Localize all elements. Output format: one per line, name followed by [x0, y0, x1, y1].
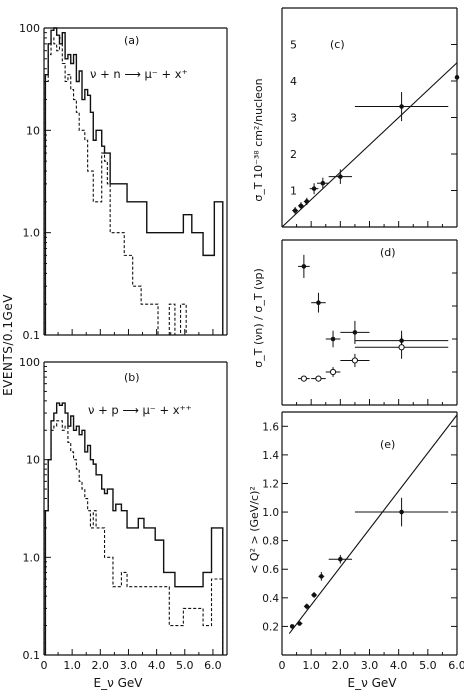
y-tick-label: 0.4	[262, 593, 279, 605]
x-tick-label: 0	[279, 659, 286, 672]
panel-a: (a) ν + n ⟶ μ⁻ + x⁺ 100 10 1.0 0.1	[19, 22, 228, 342]
y-tick-label: 0.1	[23, 649, 41, 662]
data-point	[304, 604, 310, 609]
x-tick-label: 3.0	[120, 659, 138, 672]
y-tick-label: 10	[26, 124, 40, 137]
x-tick-label: 5.0	[176, 659, 194, 672]
data-point	[311, 592, 317, 598]
y-tick-label: 1.4	[262, 450, 279, 462]
y-tick-label: 1.0	[23, 227, 41, 240]
y-tick-label: 1.0	[262, 507, 279, 519]
panel-d: (d) σ_T (νn) / σ_T (νp)	[252, 239, 458, 406]
y-tick-label: 0.6	[262, 564, 279, 576]
data-point	[297, 621, 302, 626]
panel-d-ylabel: σ_T (νn) / σ_T (νp)	[252, 268, 265, 367]
data-point	[292, 208, 298, 213]
data-point-open	[329, 368, 337, 376]
y-tick-label: 5	[290, 39, 297, 52]
x-tick-label: 4.0	[390, 659, 408, 672]
data-point-open	[315, 375, 322, 382]
panel-c: (c) σ_T 10⁻³⁸ cm²/nucleon 1 2 3 4 5	[252, 7, 460, 228]
data-point	[338, 556, 343, 562]
y-tick-label: 2	[290, 148, 297, 161]
fit-line	[288, 414, 458, 634]
data-point	[319, 574, 324, 579]
histogram-solid-series	[44, 27, 224, 335]
histogram-dashed-series	[44, 37, 187, 336]
x-tick-label: 6.0	[204, 659, 222, 672]
data-point	[338, 174, 343, 179]
panel-e-ylabel: < Q² > (GeV/c)²	[248, 486, 261, 574]
panel-a-tag: (a)	[124, 34, 139, 47]
x-tick-label: 4.0	[148, 659, 166, 672]
data-point-open	[300, 375, 307, 382]
y-tick-label: 10	[26, 454, 40, 467]
histogram-solid-series	[44, 402, 224, 655]
panel-c-tag: (c)	[330, 38, 345, 51]
data-point	[311, 186, 317, 191]
data-point	[304, 199, 310, 204]
panel-e-tag: (e)	[380, 438, 395, 451]
y-tick-label: 100	[19, 356, 40, 369]
y-tick-label: 1	[290, 185, 297, 198]
data-point	[399, 104, 404, 109]
data-point-open	[351, 357, 359, 364]
data-point	[289, 624, 295, 629]
panel-e-xlabel: E_ν GeV	[348, 676, 398, 690]
data-point	[352, 330, 358, 335]
panel-a-reaction: ν + n ⟶ μ⁻ + x⁺	[90, 67, 188, 81]
panel-e: (e) < Q² > (GeV/c)² E_ν GeV 0.2 0.4 0.6 0.8…	[248, 411, 464, 690]
histogram-ylabel: EVENTS/0.1GeV	[1, 294, 15, 396]
y-tick-label: 100	[19, 22, 40, 35]
panel-c-ylabel: σ_T 10⁻³⁸ cm²/nucleon	[252, 78, 265, 201]
panel-d-tag: (d)	[380, 246, 396, 259]
data-point	[399, 509, 404, 515]
y-tick-label: 0.2	[262, 621, 279, 633]
x-tick-label: 3.0	[361, 659, 379, 672]
x-tick-label: 2.0	[332, 659, 350, 672]
fit-line	[281, 62, 458, 228]
y-tick-label: 4	[290, 75, 297, 88]
x-tick-label: 6.0	[448, 659, 464, 672]
y-tick-label: 0.1	[23, 329, 41, 342]
panel-b: (b) ν + p ⟶ μ⁻ + x⁺⁺ E_ν GeV 100 10 1.0 0.1…	[19, 356, 228, 690]
x-tick-label: 1.0	[302, 659, 320, 672]
y-tick-label: 3	[290, 112, 297, 125]
data-point	[330, 336, 336, 342]
data-point	[298, 203, 304, 209]
panel-b-reaction: ν + p ⟶ μ⁻ + x⁺⁺	[88, 403, 192, 417]
histogram-dashed-series	[44, 420, 224, 655]
panel-b-xlabel: E_ν GeV	[94, 676, 144, 690]
panel-b-tag: (b)	[124, 371, 140, 384]
data-point	[301, 264, 307, 269]
y-tick-label: 1.0	[23, 551, 41, 564]
x-tick-label: 5.0	[419, 659, 437, 672]
data-point	[454, 75, 460, 80]
data-point	[320, 180, 326, 186]
x-tick-label: 1.0	[63, 659, 81, 672]
y-tick-label: 0.8	[262, 536, 279, 548]
data-point	[316, 300, 321, 306]
y-tick-label: 1.6	[262, 421, 279, 433]
data-point-open	[398, 344, 405, 351]
x-tick-label: 2.0	[92, 659, 110, 672]
y-tick-label: 1.2	[262, 478, 279, 490]
x-tick-label: 0	[41, 659, 48, 672]
